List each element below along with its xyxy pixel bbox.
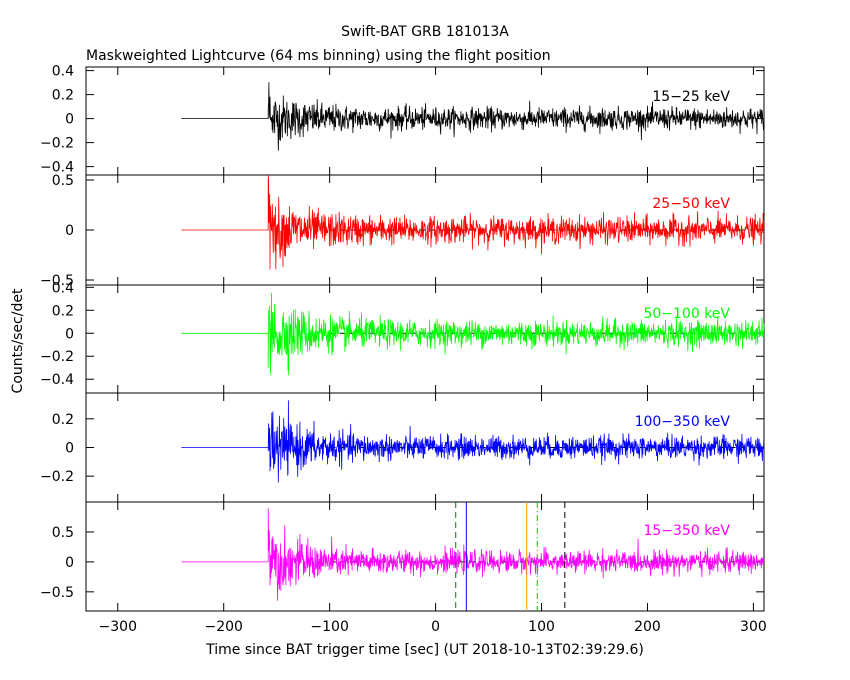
lightcurve-series [181,508,765,601]
y-tick-label: 0 [65,441,74,457]
chart-title: Swift-BAT GRB 181013A [341,24,509,40]
panel-1: −0.5 0 0.5 25−50 keV [40,173,765,289]
x-tick-label: 0 [431,619,440,635]
y-tick-label: 0.4 [52,64,74,80]
lightcurve-series [181,82,765,151]
y-tick-label: −0.4 [40,160,74,176]
x-axis-label: Time since BAT trigger time [sec] (UT 20… [205,642,644,658]
panel-frame [85,284,765,394]
panel-frame [85,501,765,612]
x-tick-label: −200 [204,619,242,635]
y-tick-label: 0.2 [52,303,74,319]
x-axis: −300 −200 −100 0 100 200 300 [99,619,767,635]
x-tick-label: −100 [310,619,348,635]
x-tick-label: −300 [99,619,137,635]
band-label: 50−100 keV [643,306,730,322]
x-tick-label: 100 [528,619,555,635]
panel-2: −0.4 −0.2 0 0.2 0.4 50−100 keV [40,280,765,394]
panels-group: −0.4 −0.2 0 0.2 0.4 15−25 keV −0.5 0 0.5 25−50 ke… [40,64,765,612]
y-axis-label: Counts/sec/det [10,288,26,393]
panel-3: −0.2 0 0.2 100−350 keV [40,392,765,503]
y-tick-label: 0 [65,223,74,239]
x-tick-label: 300 [740,619,767,635]
x-tick-label: 200 [634,619,661,635]
y-tick-label: −0.2 [40,349,74,365]
lightcurve-series [181,174,765,270]
lightcurve-series [181,400,765,483]
band-label: 15−350 keV [643,523,730,539]
y-tick-label: 0.4 [52,280,74,296]
y-tick-label: −0.2 [40,469,74,485]
y-tick-label: 0 [65,112,74,128]
y-tick-label: 0.2 [52,412,74,428]
chart-subtitle: Maskweighted Lightcurve (64 ms binning) … [86,48,551,64]
band-label: 25−50 keV [652,196,730,212]
panel-4: −0.5 0 0.5 15−350 keV [40,501,765,612]
panel-0: −0.4 −0.2 0 0.2 0.4 15−25 keV [40,64,765,176]
y-tick-label: 0.5 [52,173,74,189]
y-tick-label: 0 [65,326,74,342]
band-label: 15−25 keV [652,89,730,105]
y-tick-label: 0.2 [52,88,74,104]
y-tick-label: −0.2 [40,136,74,152]
lightcurve-series [181,292,765,376]
band-label: 100−350 keV [635,414,731,430]
y-tick-label: −0.5 [40,585,74,601]
y-tick-label: 0.5 [52,525,74,541]
y-tick-label: −0.5 [40,273,74,289]
y-tick-label: 0 [65,555,74,571]
y-tick-label: −0.4 [40,372,74,388]
